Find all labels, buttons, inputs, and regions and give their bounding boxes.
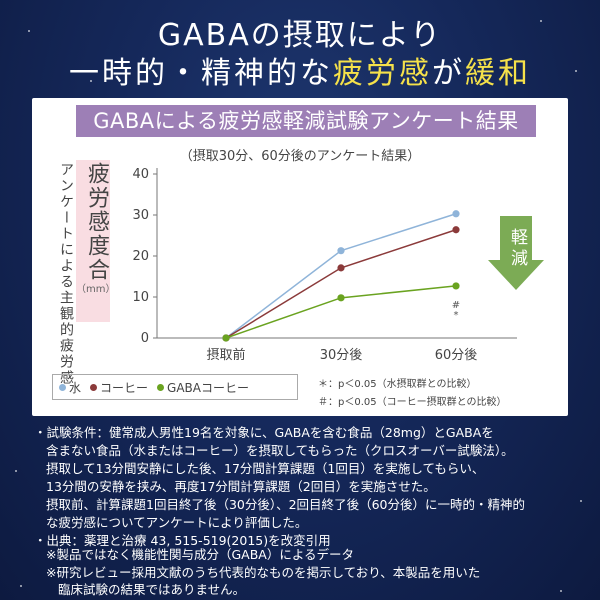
annotation-asterisk: * xyxy=(454,310,459,321)
data-point xyxy=(222,334,230,342)
star xyxy=(28,30,30,32)
footnote-line: ※製品ではなく機能性関与成分（GABA）によるデータ xyxy=(46,547,354,562)
y-axis-label-main: 疲労感度合 xyxy=(84,162,109,282)
star xyxy=(15,470,17,472)
chart-title: GABAによる疲労感軽減試験アンケート結果 xyxy=(76,105,536,137)
headline-highlight-fatigue: 疲労感 xyxy=(333,56,432,91)
star xyxy=(540,20,542,22)
headline-line1: GABAの摂取により xyxy=(157,18,443,53)
legend-label-coffee: コーヒー xyxy=(100,380,149,395)
note-line: 摂取して13分間安静にした後、17分間計算課題（1回目）を実施してもらい、 xyxy=(46,461,485,476)
data-point xyxy=(337,264,345,272)
chart-subtitle: （摂取30分、60分後のアンケート結果） xyxy=(179,149,421,164)
data-point xyxy=(452,226,460,234)
data-point xyxy=(452,210,460,218)
legend-dot-water xyxy=(59,383,66,391)
y-tick-label: 30 xyxy=(132,208,149,223)
legend-item-gaba-coffee: GABAコーヒー xyxy=(157,379,249,396)
star xyxy=(580,500,582,502)
y-axis-unit: （mm） xyxy=(76,284,116,295)
x-tick-label: 60分後 xyxy=(435,348,478,363)
y-tick-label: 0 xyxy=(141,331,149,346)
y-tick-label: 10 xyxy=(132,290,149,305)
legend: 水 コーヒー GABAコーヒー xyxy=(52,374,298,400)
significance-notes: ＊：p＜0.05（水摂取群との比較） ＃：p＜0.05（コーヒー摂取群との比較） xyxy=(318,376,507,412)
footnote-line: 臨床試験の結果ではありません。 xyxy=(58,582,246,597)
note-line: な疲労感についてアンケートにより評価した。 xyxy=(46,515,308,530)
x-tick-label: 摂取前 xyxy=(206,347,245,363)
study-notes: ・試験条件：健常成人男性19名を対象に、GABAを含む食品（28mg）とGABA… xyxy=(34,424,574,550)
y-axis-label-box xyxy=(76,160,110,322)
headline-highlight-relief: 緩和 xyxy=(465,56,531,91)
star xyxy=(90,80,92,82)
legend-dot-coffee xyxy=(90,383,98,391)
data-point xyxy=(452,282,460,290)
y-tick-label: 40 xyxy=(132,167,149,182)
legend-item-coffee: コーヒー xyxy=(90,379,148,396)
chart-card: GABAによる疲労感軽減試験アンケート結果 （摂取30分、60分後のアンケート結… xyxy=(32,98,568,416)
footnote-line: ※研究レビュー採用文献のうち代表的なものを掲示しており、本製品を用いた xyxy=(46,564,481,580)
headline-line2-particle: が xyxy=(432,56,465,91)
series-line-0 xyxy=(225,213,457,339)
data-point xyxy=(337,247,345,255)
note-line: 13分間の安静を挟み、再度17分間計算課題（2回目）を実施させた。 xyxy=(46,479,436,494)
note-source: ・出典：薬理と治療 43, 515-519(2015)を改変引用 xyxy=(34,533,331,548)
headline-line2: 一時的・精神的な疲労感が緩和 xyxy=(0,48,600,92)
significance-note-coffee: ＃：p＜0.05（コーヒー摂取群との比較） xyxy=(318,397,507,408)
data-point xyxy=(337,294,345,302)
headline-line2-text: 一時的・精神的な xyxy=(69,56,333,91)
significance-note-water: ＊：p＜0.05（水摂取群との比較） xyxy=(318,379,477,390)
annotation-hash: # xyxy=(452,300,460,311)
note-line: 摂取前、計算課題1回目終了後（30分後）、2回目終了後（60分後）に一時的・精神… xyxy=(46,497,525,512)
y-axis-label-outer: アンケートによる主観的疲労感 xyxy=(58,162,74,386)
note-line: ・試験条件：健常成人男性19名を対象に、GABAを含む食品（28mg）とGABA… xyxy=(34,425,494,440)
y-tick-label: 20 xyxy=(132,249,149,264)
star xyxy=(560,590,562,592)
legend-label-gaba-coffee: GABAコーヒー xyxy=(167,380,249,395)
star xyxy=(575,70,577,72)
legend-item-water: 水 xyxy=(59,379,81,396)
arrow-label: 軽減 xyxy=(507,228,527,270)
x-tick-label: 30分後 xyxy=(320,348,363,363)
footnotes: ※製品ではなく機能性関与成分（GABA）によるデータ ※研究レビュー採用文献のう… xyxy=(46,546,566,599)
series-line-1 xyxy=(225,229,457,339)
note-line: 含まない食品（水またはコーヒー）を摂取してもらった（クロスオーバー試験法）。 xyxy=(46,443,514,458)
legend-dot-gaba-coffee xyxy=(157,383,165,391)
line-chart: 0 10 20 30 40 摂取前 30分後 60分後 #* xyxy=(132,167,517,363)
star xyxy=(20,585,22,587)
decrease-arrow-icon xyxy=(488,216,544,290)
legend-label-water: 水 xyxy=(69,380,82,395)
